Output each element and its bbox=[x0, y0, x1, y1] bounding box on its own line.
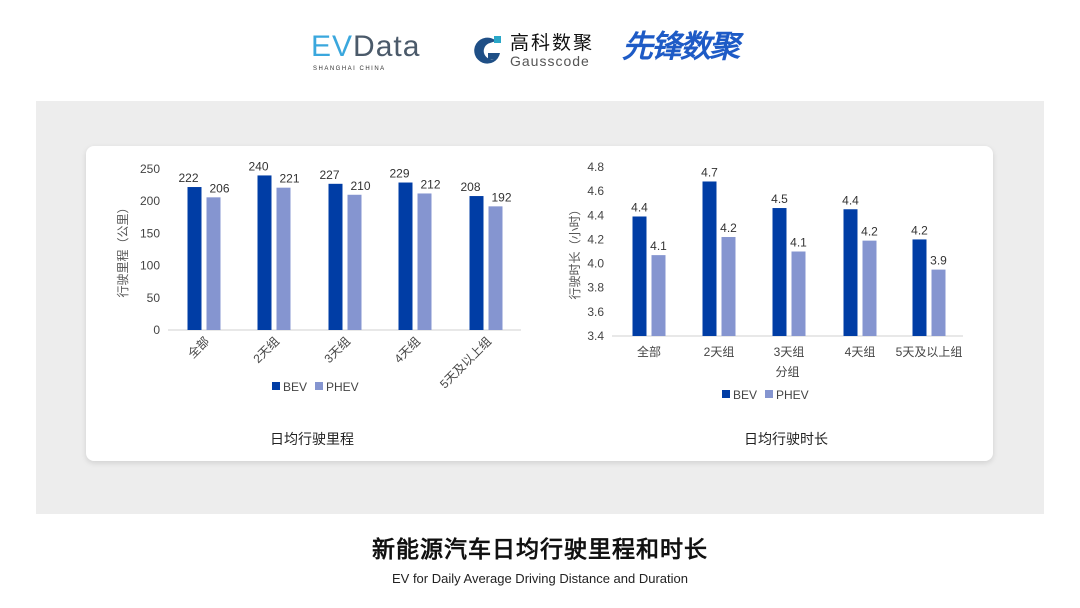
data-label: 212 bbox=[420, 177, 440, 191]
legend-swatch-phev bbox=[315, 382, 323, 390]
y-axis-label: 行驶时长（小时） bbox=[567, 203, 582, 299]
x-tick-label: 5天及以上组 bbox=[896, 345, 963, 359]
y-tick-label: 3.4 bbox=[587, 329, 604, 343]
phev-bar bbox=[417, 193, 432, 330]
bev-bar bbox=[702, 181, 717, 336]
bev-bar bbox=[257, 175, 272, 330]
data-label: 192 bbox=[491, 190, 511, 204]
x-tick-label: 全部 bbox=[637, 344, 661, 359]
y-tick-label: 200 bbox=[140, 194, 160, 208]
data-label: 4.7 bbox=[701, 165, 718, 179]
y-tick-label: 4.2 bbox=[587, 232, 604, 246]
bev-bar bbox=[772, 208, 787, 336]
evdata-logo-sub: SHANGHAI CHINA bbox=[313, 66, 386, 72]
x-axis-label: 分组 bbox=[775, 365, 799, 379]
x-tick-label: 2天组 bbox=[704, 345, 735, 359]
bev-bar bbox=[398, 182, 413, 330]
x-tick-label: 5天及以上组 bbox=[437, 334, 494, 391]
data-label: 4.2 bbox=[861, 225, 878, 239]
data-label: 208 bbox=[460, 180, 480, 194]
data-label: 221 bbox=[279, 172, 299, 186]
gausscode-logo-en: Gausscode bbox=[510, 53, 590, 69]
chart-title: 日均行驶里程 bbox=[270, 431, 354, 447]
x-tick-label: 全部 bbox=[185, 334, 213, 362]
bev-bar bbox=[328, 183, 343, 330]
phev-bar bbox=[721, 237, 736, 336]
data-label: 229 bbox=[389, 167, 409, 181]
legend-swatch-bev bbox=[722, 390, 730, 398]
y-tick-label: 4.0 bbox=[587, 257, 604, 271]
chart-title: 日均行驶时长 bbox=[744, 431, 828, 447]
evdata-logo-data: Data bbox=[353, 30, 421, 63]
bev-bar bbox=[632, 216, 647, 336]
data-label: 222 bbox=[178, 171, 198, 185]
y-tick-label: 3.6 bbox=[587, 305, 604, 319]
gausscode-logo-icon bbox=[474, 36, 501, 64]
bev-bar bbox=[187, 187, 202, 330]
xianfeng-logo: 先锋数聚 bbox=[622, 29, 740, 65]
phev-bar bbox=[347, 194, 362, 330]
y-tick-label: 50 bbox=[147, 291, 161, 305]
y-axis-label: 行驶里程（公里） bbox=[115, 201, 130, 297]
phev-bar bbox=[488, 206, 503, 330]
y-tick-label: 3.8 bbox=[587, 281, 604, 295]
gausscode-logo-cn: 高科数聚 bbox=[510, 32, 595, 54]
data-label: 4.4 bbox=[631, 200, 648, 214]
y-tick-label: 150 bbox=[140, 226, 160, 240]
x-tick-label: 3天组 bbox=[322, 334, 354, 366]
data-label: 4.2 bbox=[720, 221, 737, 235]
x-tick-label: 4天组 bbox=[845, 345, 876, 359]
bev-bar bbox=[843, 209, 858, 336]
y-tick-label: 0 bbox=[153, 323, 160, 337]
phev-bar bbox=[791, 251, 806, 336]
phev-bar bbox=[206, 197, 221, 330]
y-tick-label: 100 bbox=[140, 259, 160, 273]
data-label: 3.9 bbox=[930, 254, 947, 268]
bev-bar bbox=[912, 239, 927, 336]
phev-bar bbox=[651, 255, 666, 336]
data-label: 4.4 bbox=[842, 193, 859, 207]
data-label: 206 bbox=[209, 181, 229, 195]
phev-bar bbox=[931, 269, 946, 336]
x-tick-label: 3天组 bbox=[774, 345, 805, 359]
data-label: 4.2 bbox=[911, 223, 928, 237]
legend-label: BEV bbox=[733, 388, 757, 402]
legend-swatch-phev bbox=[765, 390, 773, 398]
phev-bar bbox=[276, 187, 291, 330]
legend-swatch-bev bbox=[272, 382, 280, 390]
y-tick-label: 4.6 bbox=[587, 184, 604, 198]
data-label: 227 bbox=[319, 168, 339, 182]
page-title: 新能源汽车日均行驶里程和时长 bbox=[372, 537, 708, 563]
evdata-logo-ev: EV bbox=[311, 30, 354, 63]
page-subtitle: EV for Daily Average Driving Distance an… bbox=[391, 571, 689, 586]
data-label: 4.1 bbox=[650, 239, 667, 253]
phev-bar bbox=[862, 240, 877, 336]
data-label: 240 bbox=[248, 159, 268, 173]
legend-label: PHEV bbox=[776, 388, 809, 402]
data-label: 210 bbox=[350, 179, 370, 193]
chart-card bbox=[86, 146, 993, 461]
x-tick-label: 4天组 bbox=[392, 334, 424, 366]
y-tick-label: 4.4 bbox=[587, 208, 604, 222]
bev-bar bbox=[469, 196, 484, 330]
evdata-logo: EVData bbox=[311, 32, 420, 62]
x-tick-label: 2天组 bbox=[251, 334, 283, 366]
legend-label: BEV bbox=[283, 380, 307, 394]
y-tick-label: 4.8 bbox=[587, 160, 604, 174]
y-tick-label: 250 bbox=[140, 162, 160, 176]
legend-label: PHEV bbox=[326, 380, 359, 394]
data-label: 4.5 bbox=[771, 192, 788, 206]
data-label: 4.1 bbox=[790, 236, 807, 250]
